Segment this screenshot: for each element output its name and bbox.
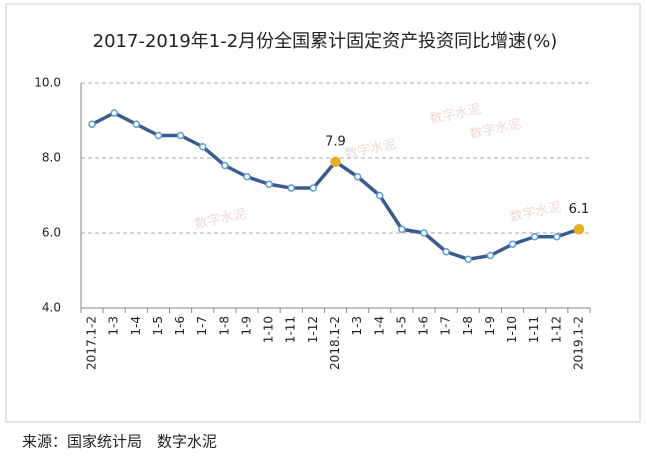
x-tick-label: 2019.1-2 [571,316,585,370]
x-tick-label: 2017.1-2 [85,316,99,370]
point [154,131,163,140]
y-tick-label: 4.0 [42,301,61,315]
point [508,240,517,248]
x-tick-label: 1-5 [151,316,165,336]
x-tick-label: 1-10 [262,316,276,343]
point [553,233,561,241]
x-tick-label: 1-7 [195,316,209,336]
point [221,161,229,170]
point [265,180,273,188]
y-tick-label: 8.0 [42,151,61,165]
point [243,173,251,181]
x-tick-label: 1-7 [439,316,453,336]
data-label: 7.9 [325,134,346,149]
y-tick-label: 6.0 [42,226,61,240]
point [398,225,406,233]
point [376,191,384,200]
point [287,184,295,192]
point [420,229,428,237]
x-tick-label: 1-9 [239,316,253,336]
x-tick-label: 1-4 [129,316,143,336]
x-tick-label: 1-4 [372,316,386,336]
x-tick-label: 1-11 [527,316,541,343]
point [573,224,585,235]
point [330,156,341,167]
source: 来源：国家统计局 数字水泥 [22,433,217,451]
x-tick-label: 1-5 [394,316,408,336]
chart-title: 2017-2019年1-2月份全国累计固定资产投资同比增速(%) [93,31,558,52]
point [486,251,495,260]
x-tick-label: 1-3 [350,316,364,336]
point [132,120,141,128]
point [442,248,450,256]
x-tick-label: 1-8 [217,316,231,336]
x-tick-label: 1-3 [107,316,121,336]
x-tick-label: 1-12 [306,316,320,343]
data-label: 6.1 [569,202,590,217]
point [198,143,207,151]
x-tick-label: 1-11 [284,316,298,343]
x-tick-label: 1-6 [173,316,187,336]
x-tick-label: 1-9 [483,316,497,336]
point [88,120,96,128]
chart-frame [5,3,641,423]
point [110,109,118,117]
x-tick-label: 1-10 [505,316,519,343]
x-tick-label: 1-8 [461,316,475,336]
point [464,255,473,263]
x-tick-label: 1-6 [417,316,431,336]
x-tick-label: 2018.1-2 [328,316,342,370]
point [176,131,185,140]
x-tick-label: 1-12 [549,316,563,343]
y-tick-label: 10.0 [34,76,61,90]
point [353,173,362,181]
point [309,184,318,192]
point [530,233,539,241]
